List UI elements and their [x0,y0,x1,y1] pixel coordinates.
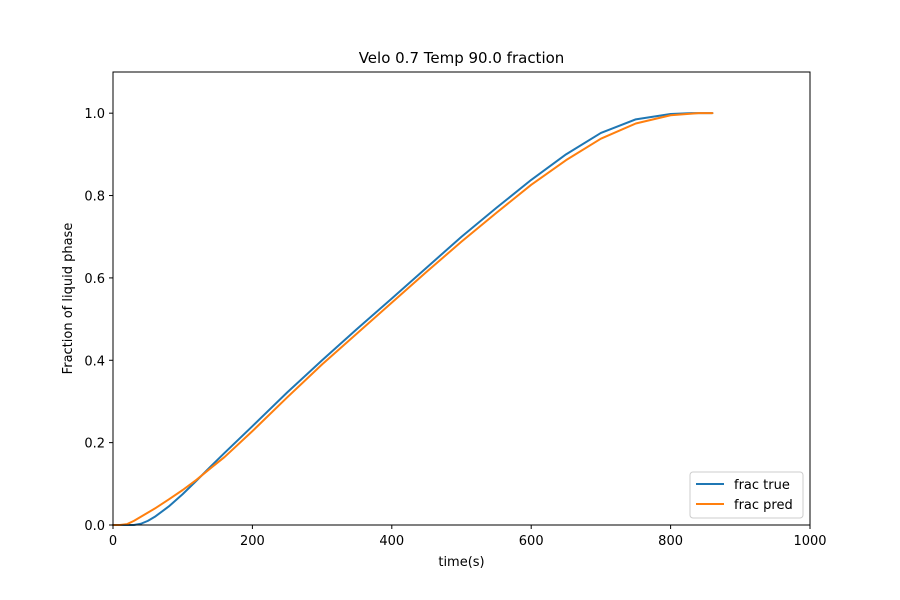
x-axis: 0 200 400 600 800 1000 [109,525,827,549]
chart-title: Velo 0.7 Temp 90.0 fraction [359,49,565,67]
plot-area [113,72,810,525]
legend-label-frac-pred: frac pred [734,498,793,513]
x-tick-label: 0 [109,534,117,549]
y-axis: 0.0 0.2 0.4 0.6 0.8 1.0 [84,107,113,534]
x-axis-label: time(s) [438,555,484,570]
x-tick-label: 800 [658,534,683,549]
plot-background [113,72,810,525]
legend: frac true frac pred [689,471,804,519]
y-tick-label: 1.0 [84,107,105,122]
y-axis-label: Fraction of liquid phase [61,223,76,375]
x-tick-label: 200 [240,534,265,549]
y-tick-label: 0.2 [84,437,105,452]
y-tick-label: 0.4 [84,354,105,369]
x-tick-label: 1000 [793,534,826,549]
series-layer [112,112,714,526]
y-tick-label: 0.8 [84,190,105,205]
x-tick-label: 400 [379,534,404,549]
legend-label-frac-true: frac true [734,478,790,493]
y-tick-label: 0.0 [84,519,105,534]
y-tick-label: 0.6 [84,272,105,287]
plot-frame [112,71,811,526]
series-line-frac-pred [112,112,714,526]
x-tick-label: 600 [519,534,544,549]
series-line-frac-true [112,112,714,526]
